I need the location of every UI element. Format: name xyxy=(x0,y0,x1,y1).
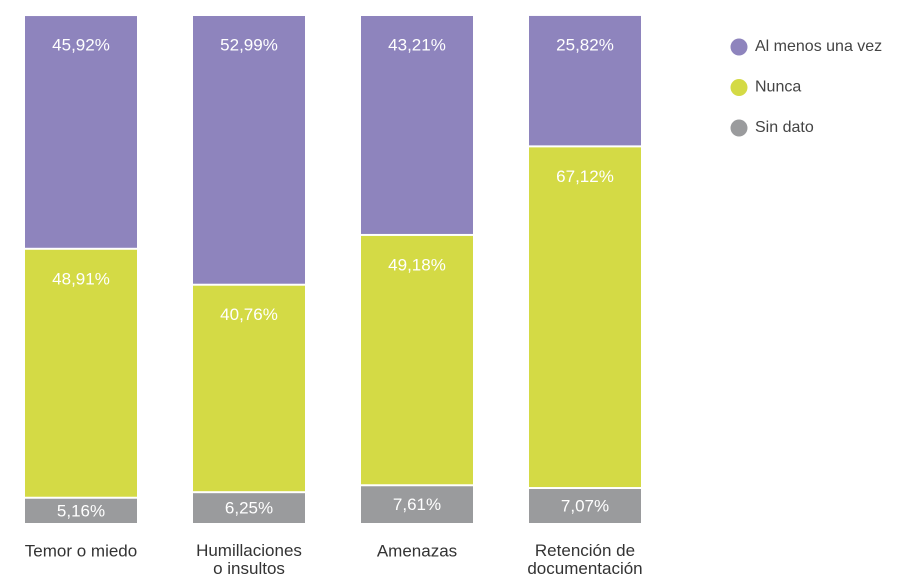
bar-segment xyxy=(25,16,137,248)
bar-segment xyxy=(361,16,473,234)
bar-segment xyxy=(361,486,473,523)
x-tick-label: Retención de documentación xyxy=(527,541,642,578)
x-tick-label: Amenazas xyxy=(377,541,457,560)
bar-segment xyxy=(193,493,305,523)
x-tick-label: Temor o miedo xyxy=(25,541,137,560)
bar-segment xyxy=(25,498,137,523)
value-label: 52,99% xyxy=(220,35,278,54)
bar-segment xyxy=(529,147,641,488)
value-label: 40,76% xyxy=(220,305,278,324)
value-label: 5,16% xyxy=(57,501,105,520)
legend-marker xyxy=(730,79,748,96)
value-label: 7,07% xyxy=(561,496,609,515)
bar-segment xyxy=(25,249,137,497)
bar-segment xyxy=(361,235,473,485)
bar-segment xyxy=(529,489,641,523)
legend-marker xyxy=(730,38,748,56)
bar-segment xyxy=(529,15,641,146)
x-tick-label: Humillaciones o insultos xyxy=(196,541,302,578)
value-label: 67,12% xyxy=(556,167,614,186)
legend-label: Sin dato xyxy=(755,119,814,136)
value-label: 25,82% xyxy=(556,35,614,54)
value-label: 43,21% xyxy=(388,35,446,54)
value-label: 7,61% xyxy=(393,495,441,514)
value-label: 49,18% xyxy=(388,255,446,274)
legend-label: Al menos una vez xyxy=(755,38,882,55)
legend-marker xyxy=(730,119,748,137)
value-label: 45,92% xyxy=(52,36,110,55)
bar-segment xyxy=(193,285,305,492)
legend-label: Nunca xyxy=(755,79,801,96)
value-label: 6,25% xyxy=(225,499,273,518)
bar-segment xyxy=(193,16,305,284)
value-label: 48,91% xyxy=(52,269,110,288)
